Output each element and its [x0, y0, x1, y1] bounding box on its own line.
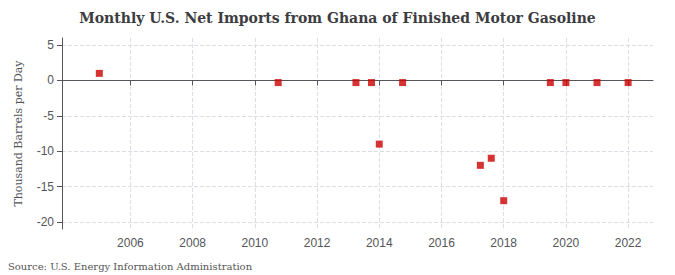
svg-text:2022: 2022	[615, 236, 642, 250]
svg-text:2014: 2014	[366, 236, 393, 250]
svg-text:Thousand Barrels per Day: Thousand Barrels per Day	[12, 60, 25, 207]
svg-text:-20: -20	[37, 215, 55, 229]
svg-text:Source: U.S. Energy Informatio: Source: U.S. Energy Information Administ…	[8, 261, 253, 272]
svg-text:2016: 2016	[428, 236, 455, 250]
svg-text:2006: 2006	[117, 236, 144, 250]
svg-text:2008: 2008	[179, 236, 206, 250]
svg-text:2020: 2020	[553, 236, 580, 250]
svg-text:Monthly U.S. Net Imports from: Monthly U.S. Net Imports from Ghana of F…	[79, 10, 596, 26]
svg-text:-10: -10	[37, 144, 55, 158]
svg-text:5: 5	[47, 38, 54, 52]
svg-text:0: 0	[47, 73, 54, 87]
svg-text:-15: -15	[37, 180, 55, 194]
svg-text:2010: 2010	[242, 236, 269, 250]
svg-text:2018: 2018	[490, 236, 517, 250]
svg-text:2012: 2012	[304, 236, 331, 250]
svg-text:-5: -5	[43, 109, 54, 123]
